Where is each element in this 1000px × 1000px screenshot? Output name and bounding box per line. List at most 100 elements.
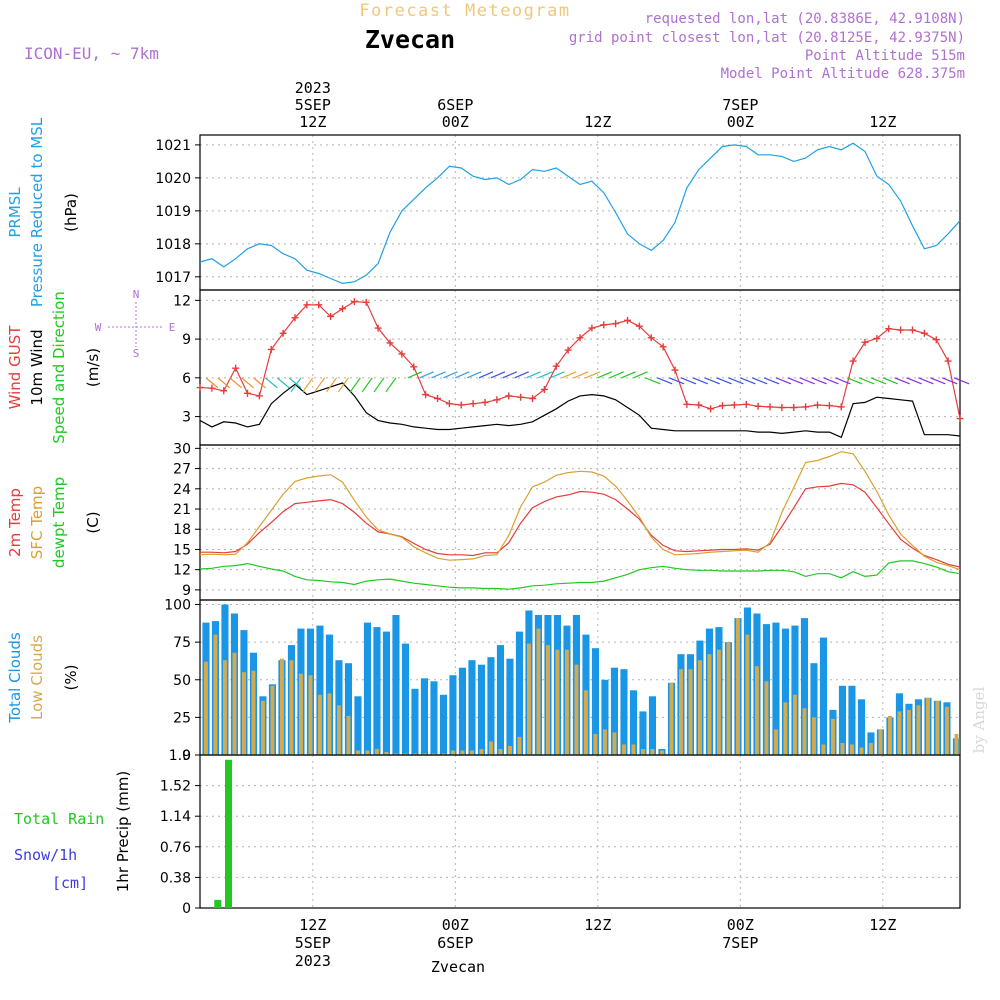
series-prmsl [199, 142, 961, 285]
top-axis-label: 12Z [299, 113, 326, 131]
gust-point [386, 339, 394, 347]
low-cloud-bar [897, 711, 902, 755]
gust-point [255, 392, 263, 400]
gust-point [505, 392, 513, 400]
low-cloud-bar [707, 654, 712, 755]
low-cloud-bar [432, 753, 436, 755]
gust-point [315, 301, 323, 309]
total-cloud-bar [848, 685, 856, 755]
gust-point [529, 395, 536, 402]
series-sfc [199, 451, 961, 571]
gust-point [790, 404, 798, 412]
low-cloud-bar [764, 681, 769, 755]
total-cloud-bar [392, 615, 400, 755]
ytick-label-wind: 12 [173, 293, 191, 309]
panel-clouds: 0 25 50 75 100 Total Clouds Low Clouds (%) [6, 598, 961, 764]
gust-point [600, 321, 608, 329]
low-cloud-bar [517, 736, 522, 755]
low-cloud-bar [232, 652, 237, 755]
gust-point [303, 301, 311, 309]
wind-arrow [264, 377, 278, 389]
total-cloud-bar [791, 625, 799, 755]
wind-arrow [253, 377, 266, 389]
wind-arrow [751, 377, 768, 385]
panel-frame-pressure [199, 134, 961, 291]
wind-arrow [941, 377, 958, 385]
total-cloud-bar [648, 696, 656, 755]
ytick-label-temperature: 24 [173, 482, 191, 498]
gust-point [683, 400, 691, 408]
low-cloud-bar [413, 753, 417, 755]
ytick-label-precip: 1.52 [160, 779, 191, 795]
ylabel-clouds-1: Low Clouds [28, 635, 46, 720]
wind-arrow [466, 371, 482, 379]
low-cloud-bar [755, 666, 759, 755]
low-cloud-bar [394, 753, 398, 755]
total-cloud-bar [781, 628, 789, 755]
low-cloud-bar [346, 715, 351, 755]
low-cloud-bar [888, 715, 892, 755]
gust-point [671, 366, 679, 374]
gust-point [635, 322, 643, 330]
total-cloud-bar [458, 667, 466, 755]
ytick-label-precip: 1.9 [169, 748, 191, 764]
low-cloud-bar [669, 682, 674, 755]
wind-arrow [419, 371, 434, 379]
ytick-label-precip: 1.14 [160, 809, 191, 825]
low-cloud-bar [261, 700, 265, 755]
gust-point [220, 387, 228, 395]
ytick-label-precip: 0 [182, 901, 191, 917]
gust-point [873, 334, 881, 342]
total-cloud-bar [591, 648, 599, 755]
low-cloud-bar [451, 750, 455, 755]
total-cloud-bar [420, 678, 428, 755]
wind-arrow [645, 377, 661, 385]
low-cloud-bar [593, 733, 598, 755]
low-cloud-bar [812, 717, 816, 755]
ytick-label-temperature: 27 [173, 462, 191, 478]
low-cloud-bar [603, 729, 607, 755]
wind-arrow [276, 377, 290, 389]
ylabel-pressure-1: Pressure Reduced to MSL [28, 117, 46, 307]
gust-point [339, 305, 346, 313]
total-cloud-bar [610, 667, 618, 755]
compass-rose: N W E S [95, 288, 176, 360]
low-cloud-bar [308, 675, 313, 755]
wind-arrow [290, 377, 302, 393]
gust-point [730, 401, 738, 409]
compass-s: S [133, 347, 140, 360]
total-cloud-bar [639, 711, 647, 755]
total-cloud-bar [477, 664, 485, 755]
wind-arrow [314, 377, 326, 393]
bottom-axis-label: 00Z [442, 916, 469, 934]
low-cloud-bar [641, 749, 645, 755]
low-cloud-bar [821, 744, 826, 755]
wind-arrow [490, 371, 506, 379]
precip-legend-0: Total Rain [14, 810, 104, 828]
gust-point [232, 364, 240, 372]
low-cloud-bar [802, 708, 807, 755]
total-cloud-bar [316, 625, 324, 755]
gust-point [588, 324, 596, 332]
panel-wind: 3 6 9 12 Wind GUST 10m Wind Speed and Directio… [6, 289, 970, 446]
wind-arrow [728, 377, 744, 385]
gust-point [517, 393, 525, 401]
wind-arrow [668, 377, 685, 385]
watermark: by Angel [970, 686, 988, 753]
wind-arrow [561, 371, 577, 379]
series-gust [199, 300, 961, 419]
ylabel-wind-0: Wind GUST [6, 325, 24, 410]
gust-point [244, 389, 251, 397]
low-cloud-bar [213, 634, 218, 755]
low-cloud-bar [660, 750, 664, 755]
wind-arrow [205, 377, 219, 389]
gust-point [944, 357, 952, 365]
wind-arrow [407, 371, 423, 379]
total-cloud-bar [601, 679, 609, 755]
low-cloud-bar [774, 729, 778, 755]
gust-point [291, 314, 299, 322]
wind-arrow [431, 371, 446, 379]
total-cloud-bar [496, 645, 504, 755]
ytick-label-clouds: 50 [173, 673, 191, 689]
top-axis-label: 12Z [584, 113, 611, 131]
